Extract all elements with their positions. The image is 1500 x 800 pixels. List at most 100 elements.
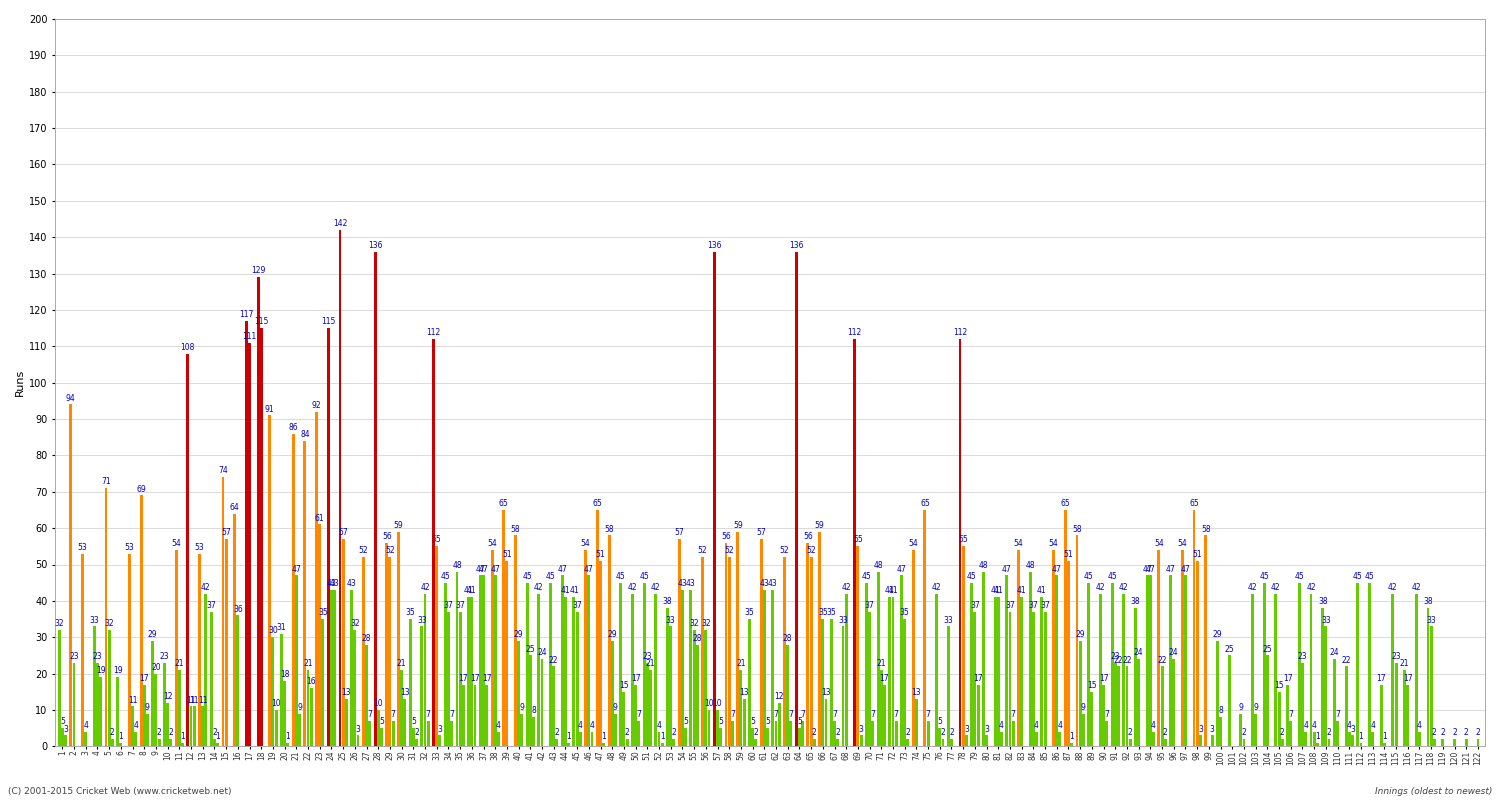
Text: 21: 21 (876, 659, 886, 668)
Bar (1125, 666, 1128, 746)
Bar (471, 598, 474, 746)
Bar (1356, 582, 1359, 746)
Bar (724, 542, 728, 746)
Text: 17: 17 (879, 674, 890, 682)
Text: 41: 41 (464, 586, 474, 595)
Text: 11: 11 (189, 695, 200, 705)
Bar (225, 539, 228, 746)
Bar (72, 662, 75, 746)
Bar (1316, 742, 1318, 746)
Text: 9: 9 (519, 702, 524, 712)
Text: 37: 37 (1040, 601, 1050, 610)
Bar (1100, 594, 1102, 746)
Text: 21: 21 (398, 659, 406, 668)
Bar (958, 339, 962, 746)
Bar (1082, 714, 1084, 746)
Text: 33: 33 (90, 615, 99, 625)
Text: 17: 17 (1100, 674, 1108, 682)
Text: 5: 5 (750, 718, 754, 726)
Text: 4: 4 (1418, 721, 1422, 730)
Text: 5: 5 (411, 718, 416, 726)
Text: 2: 2 (812, 728, 816, 738)
Bar (825, 699, 828, 746)
Text: 22: 22 (1122, 655, 1131, 665)
Text: 42: 42 (1248, 582, 1257, 592)
Text: 1: 1 (660, 732, 664, 741)
Bar (154, 674, 158, 746)
Bar (400, 670, 404, 746)
Text: 3: 3 (1198, 725, 1203, 734)
Bar (333, 590, 336, 746)
Text: 2: 2 (1162, 728, 1167, 738)
Bar (494, 575, 496, 746)
Bar (576, 612, 579, 746)
Text: 32: 32 (690, 619, 699, 628)
Text: 45: 45 (1353, 572, 1362, 581)
Bar (1454, 739, 1456, 746)
Text: 59: 59 (393, 521, 404, 530)
Bar (1336, 721, 1340, 746)
Bar (774, 721, 777, 746)
Bar (128, 554, 130, 746)
Bar (1064, 510, 1066, 746)
Text: 15: 15 (1088, 681, 1096, 690)
Bar (170, 739, 172, 746)
Text: 20: 20 (152, 662, 160, 672)
Bar (830, 619, 833, 746)
Text: 54: 54 (580, 539, 591, 548)
Bar (1334, 659, 1336, 746)
Bar (684, 728, 687, 746)
Text: 136: 136 (706, 241, 722, 250)
Text: 35: 35 (318, 608, 328, 618)
Bar (532, 718, 536, 746)
Text: 47: 47 (490, 565, 500, 574)
Bar (705, 630, 708, 746)
Bar (962, 546, 964, 746)
Bar (357, 735, 360, 746)
Bar (549, 582, 552, 746)
Text: 43: 43 (346, 579, 357, 588)
Bar (286, 742, 290, 746)
Text: 5: 5 (718, 718, 723, 726)
Text: 38: 38 (663, 598, 672, 606)
Bar (134, 732, 136, 746)
Bar (404, 699, 406, 746)
Text: 112: 112 (952, 328, 968, 338)
Bar (693, 630, 696, 746)
Text: (C) 2001-2015 Cricket Web (www.cricketweb.net): (C) 2001-2015 Cricket Web (www.cricketwe… (8, 787, 231, 796)
Bar (798, 728, 801, 746)
Bar (1395, 662, 1398, 746)
Bar (1266, 655, 1269, 746)
Bar (490, 550, 494, 746)
Text: 4: 4 (999, 721, 1004, 730)
Text: 23: 23 (1110, 652, 1120, 661)
Bar (130, 706, 134, 746)
Text: 23: 23 (1392, 652, 1401, 661)
Bar (1383, 742, 1386, 746)
Bar (450, 721, 453, 746)
Text: 2: 2 (624, 728, 630, 738)
Bar (416, 739, 419, 746)
Text: 42: 42 (1270, 582, 1281, 592)
Bar (634, 685, 638, 746)
Text: 4: 4 (1034, 721, 1040, 730)
Bar (62, 728, 64, 746)
Text: 54: 54 (1048, 539, 1059, 548)
Bar (342, 539, 345, 746)
Bar (1278, 692, 1281, 746)
Text: 33: 33 (839, 615, 848, 625)
Bar (573, 598, 576, 746)
Text: 35: 35 (744, 608, 754, 618)
Text: 13: 13 (740, 688, 748, 698)
Bar (552, 666, 555, 746)
Text: 2: 2 (414, 728, 419, 738)
Bar (1020, 598, 1023, 746)
Bar (1076, 535, 1078, 746)
Bar (503, 510, 506, 746)
Text: 136: 136 (789, 241, 804, 250)
Text: 43: 43 (686, 579, 696, 588)
Bar (210, 612, 213, 746)
Text: 58: 58 (604, 525, 613, 534)
Text: 25: 25 (525, 645, 536, 654)
Bar (1041, 598, 1044, 746)
